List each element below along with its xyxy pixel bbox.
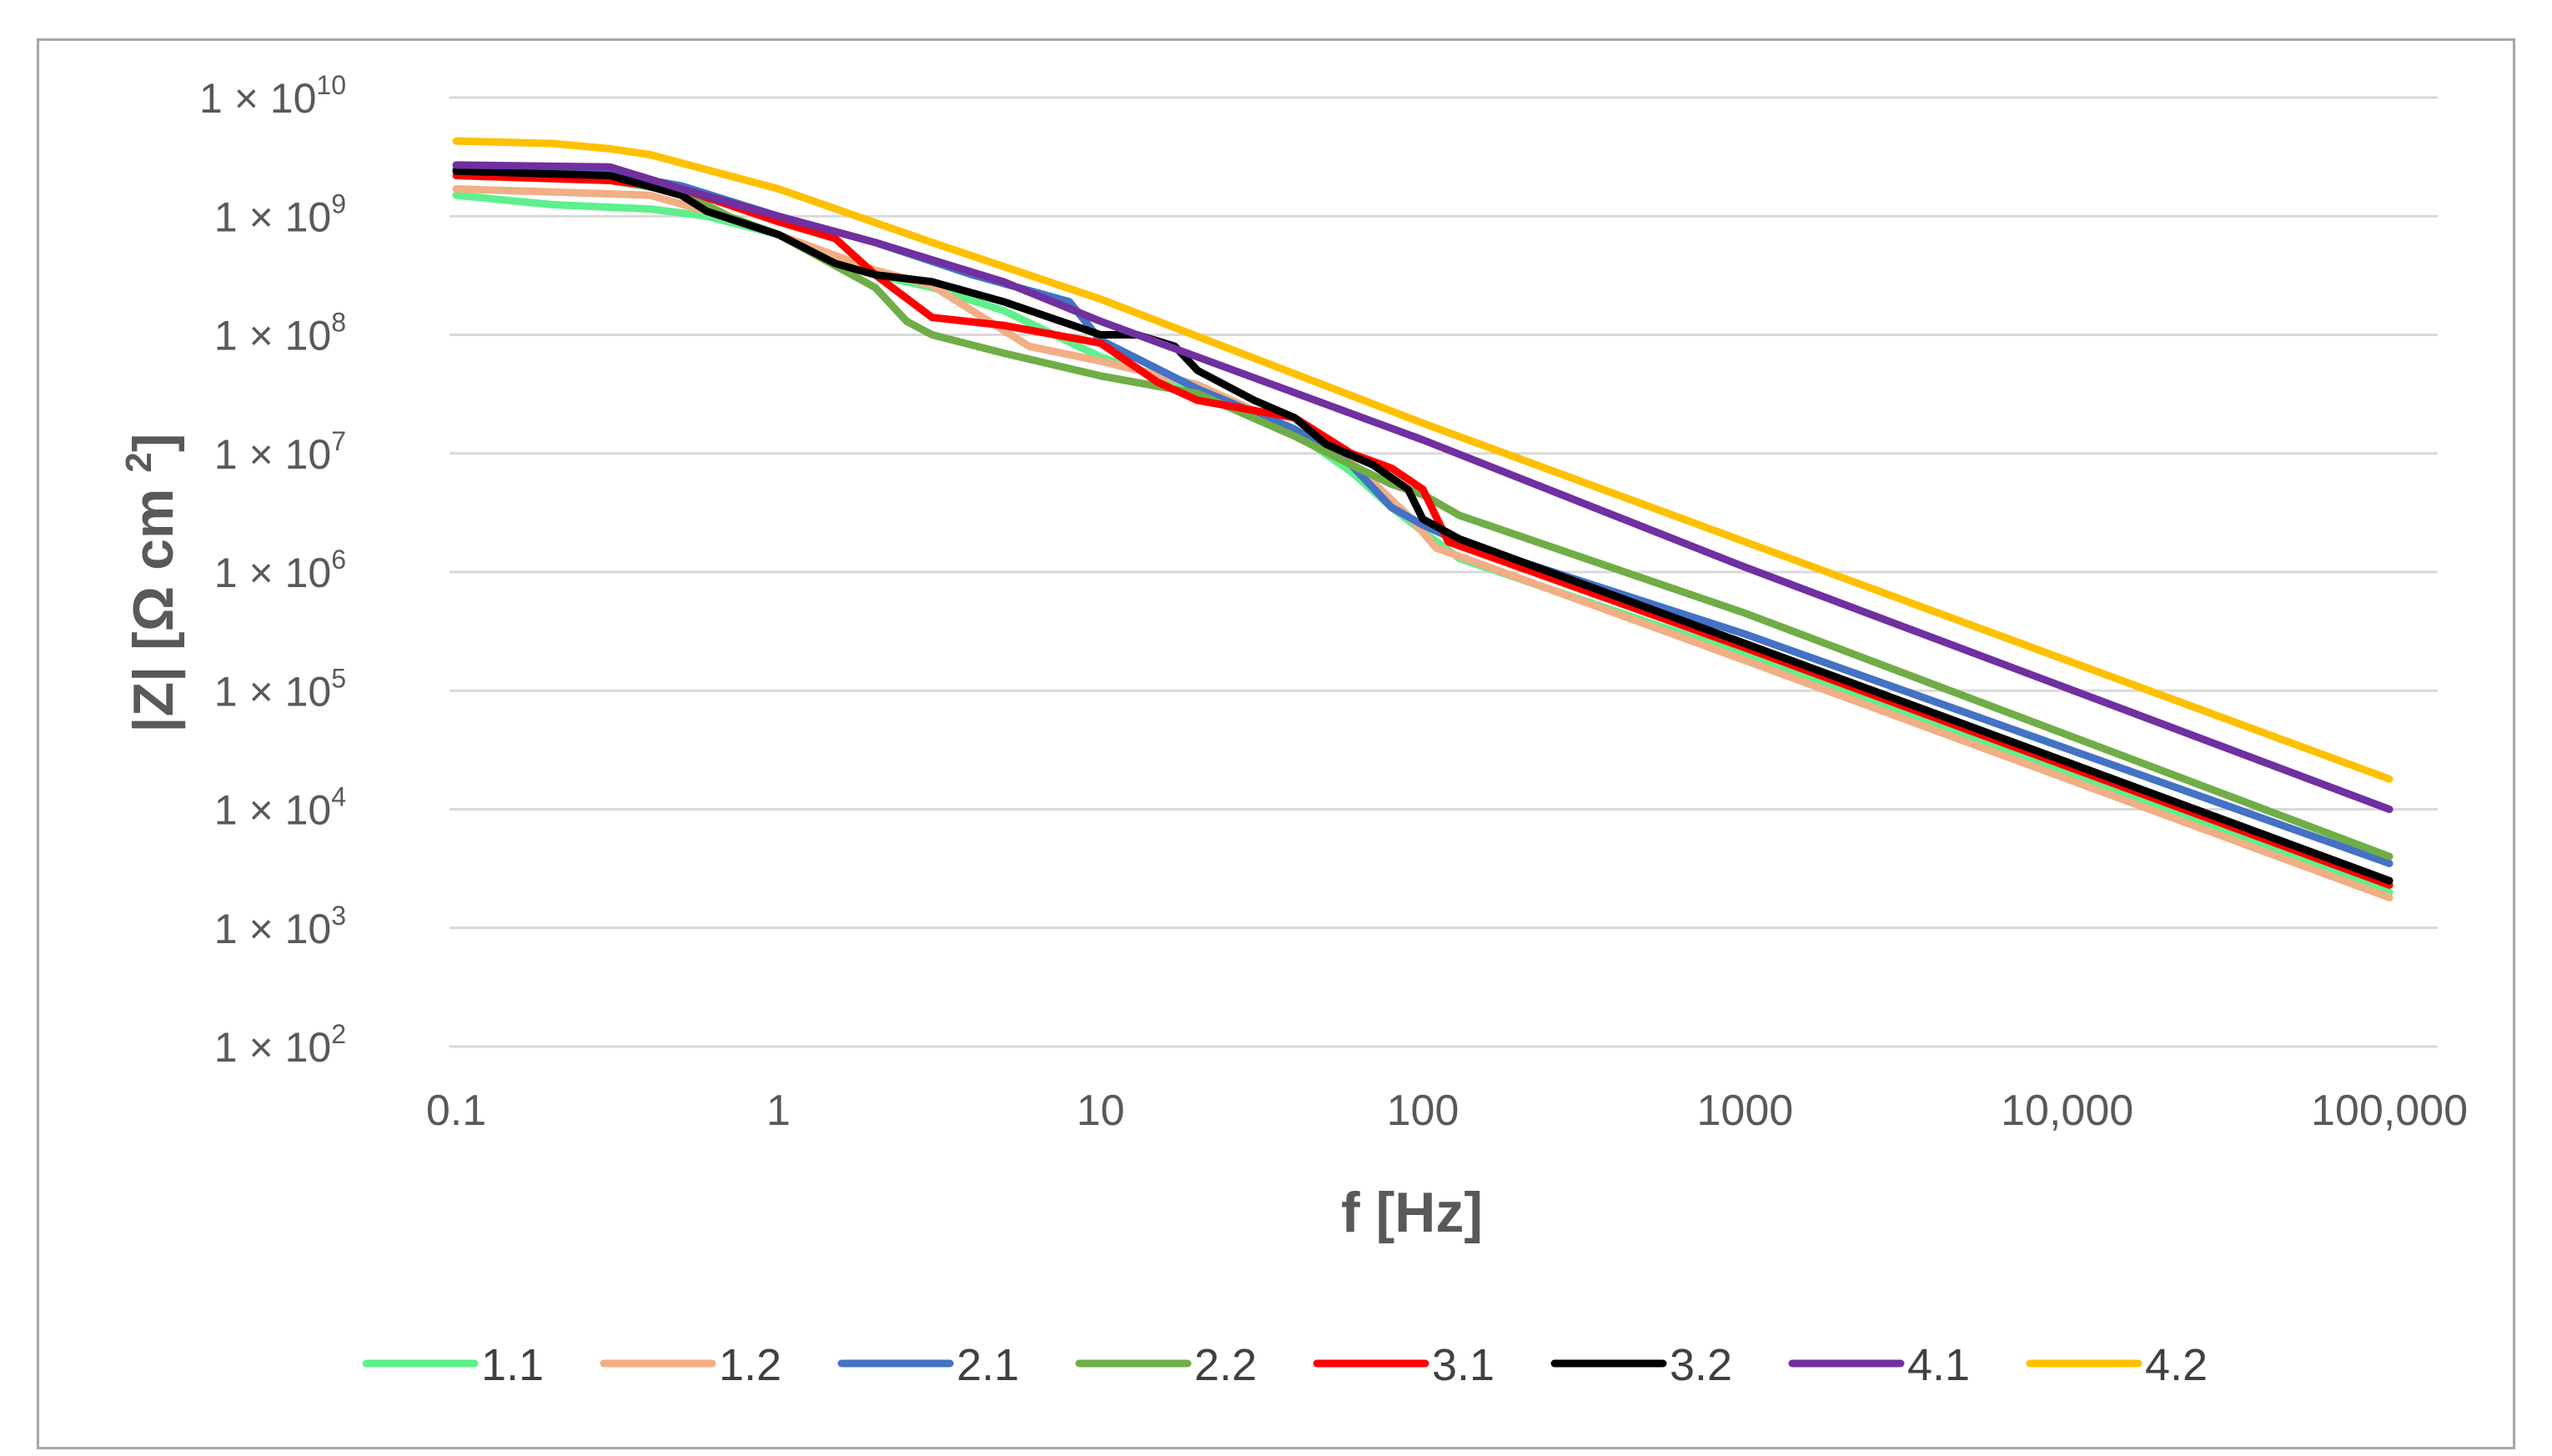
- x-tick-label: 10,000: [2001, 1087, 2133, 1135]
- y-tick-label: 1 × 104: [214, 782, 346, 834]
- legend-label: 2.2: [1194, 1340, 1257, 1390]
- x-tick-label: 100: [1387, 1087, 1459, 1135]
- series-line-4-2: [452, 137, 2394, 783]
- y-axis-ticks: 1 × 1010 1 × 109 1 × 108 1 × 107 1 × 106 1 × …: [199, 70, 346, 1071]
- x-tick-label: 1000: [1696, 1087, 1793, 1135]
- series-line-3-1: [452, 172, 2394, 889]
- legend-item-3-1: 3.1: [1313, 1340, 1495, 1390]
- legend-label: 1.1: [481, 1340, 544, 1390]
- series-line-1-1: [452, 191, 2394, 896]
- legend-label: 3.1: [1432, 1340, 1495, 1390]
- y-tick-label: 1 × 103: [214, 901, 346, 952]
- x-axis-ticks: 0.1 1 10 100 1000 10,000 100,000: [426, 1087, 2468, 1135]
- y-tick-label: 1 × 106: [214, 545, 346, 596]
- legend-label: 3.2: [1670, 1340, 1732, 1390]
- y-tick-label: 1 × 107: [214, 426, 346, 478]
- legend-item-2-2: 2.2: [1075, 1340, 1257, 1390]
- x-tick-label: 100,000: [2311, 1087, 2468, 1135]
- chart-frame: 1 × 1010 1 × 109 1 × 108 1 × 107 1 × 106 1 × …: [37, 38, 2515, 1449]
- y-tick-label: 1 × 109: [214, 188, 346, 240]
- legend-label: 4.1: [1907, 1340, 1970, 1390]
- y-tick-label: 1 × 108: [214, 308, 346, 359]
- legend-item-2-1: 2.1: [837, 1340, 1019, 1390]
- x-tick-label: 0.1: [426, 1087, 486, 1135]
- legend-item-1-1: 1.1: [362, 1340, 544, 1390]
- series-line-1-2: [452, 185, 2394, 901]
- legend-item-4-2: 4.2: [2026, 1340, 2208, 1390]
- legend-item-3-2: 3.2: [1550, 1340, 1732, 1390]
- x-axis-title: f [Hz]: [1341, 1181, 1483, 1244]
- x-tick-label: 10: [1077, 1087, 1125, 1135]
- impedance-chart: 1 × 1010 1 × 109 1 × 108 1 × 107 1 × 106 1 × …: [118, 70, 2468, 1390]
- legend-label: 2.1: [957, 1340, 1019, 1390]
- legend-label: 4.2: [2145, 1340, 2208, 1390]
- y-axis-title: |Z| [Ω cm 2]: [118, 434, 186, 733]
- y-tick-label: 1 × 102: [214, 1019, 346, 1071]
- data-series: [452, 137, 2394, 901]
- series-line-4-1: [452, 161, 2394, 813]
- y-tick-label: 1 × 105: [214, 663, 346, 715]
- y-tick-label: 1 × 1010: [199, 70, 346, 122]
- legend-item-4-1: 4.1: [1788, 1340, 1970, 1390]
- gridlines: [450, 96, 2438, 1048]
- legend-label: 1.2: [719, 1340, 781, 1390]
- legend: 1.1 1.2 2.1 2.2 3.1 3.2 4.1 4.2: [362, 1340, 2208, 1390]
- x-tick-label: 1: [766, 1087, 791, 1135]
- legend-item-1-2: 1.2: [600, 1340, 781, 1390]
